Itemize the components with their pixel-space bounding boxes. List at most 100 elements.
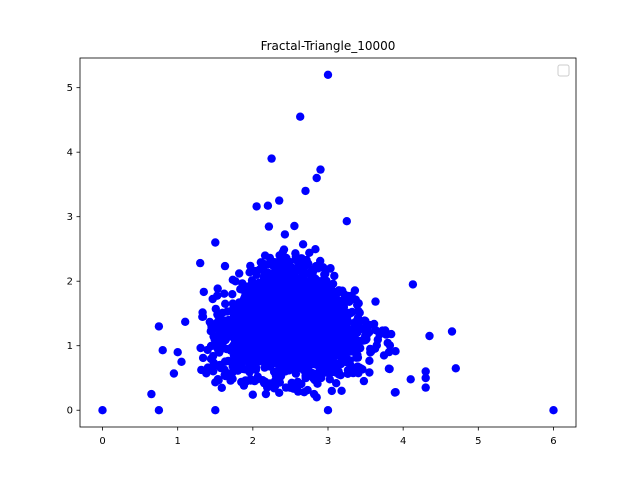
data-point <box>372 341 381 350</box>
data-point <box>310 375 319 385</box>
data-point <box>300 388 309 397</box>
data-point <box>238 348 247 358</box>
data-point <box>304 364 313 373</box>
data-point <box>406 375 415 384</box>
data-point <box>281 359 291 368</box>
data-point <box>239 281 248 290</box>
data-point <box>391 388 400 397</box>
data-point <box>212 343 221 352</box>
data-point <box>292 338 302 347</box>
data-point <box>361 331 370 340</box>
data-point <box>276 342 285 352</box>
x-tick-label: 6 <box>550 436 556 447</box>
data-point <box>326 264 335 273</box>
data-point <box>347 307 357 317</box>
data-point <box>425 331 434 341</box>
data-point <box>210 332 220 341</box>
data-point <box>223 324 232 333</box>
data-point <box>260 270 270 279</box>
data-point <box>316 165 325 174</box>
data-point <box>246 261 255 271</box>
data-points <box>98 70 558 415</box>
data-point <box>382 330 391 339</box>
data-point <box>298 240 308 249</box>
data-point <box>198 308 207 317</box>
data-point <box>421 367 430 376</box>
chart-title: Fractal-Triangle_10000 <box>261 39 396 53</box>
data-point <box>276 274 285 284</box>
data-point <box>331 307 341 316</box>
data-point <box>248 390 257 399</box>
data-point <box>244 363 253 372</box>
y-tick-label: 4 <box>67 148 73 159</box>
data-point <box>241 377 251 386</box>
data-point <box>214 376 223 385</box>
data-point <box>291 369 301 378</box>
data-point <box>158 346 167 355</box>
data-point <box>213 322 222 331</box>
data-point <box>385 341 395 350</box>
data-point <box>235 269 244 278</box>
data-point <box>323 70 333 80</box>
data-point <box>264 331 273 340</box>
data-point <box>255 265 264 274</box>
data-point <box>173 348 182 357</box>
data-point <box>263 379 272 388</box>
data-point <box>253 343 263 353</box>
x-tick-label: 4 <box>400 436 406 447</box>
data-point <box>303 355 313 364</box>
data-point <box>264 222 274 231</box>
data-point <box>267 154 276 163</box>
data-point <box>261 389 271 399</box>
data-point <box>230 315 239 324</box>
data-point <box>211 238 220 247</box>
data-point <box>206 354 216 364</box>
data-point <box>291 249 300 258</box>
data-point <box>154 406 164 415</box>
data-point <box>251 284 260 293</box>
data-point <box>252 332 261 341</box>
data-point <box>319 341 329 350</box>
data-point <box>231 363 241 373</box>
data-point <box>288 294 298 303</box>
data-point <box>337 386 346 395</box>
data-point <box>289 305 299 314</box>
data-point <box>391 347 400 356</box>
data-point <box>263 201 273 210</box>
data-point <box>154 322 164 331</box>
data-point <box>294 315 304 324</box>
data-point <box>177 357 186 366</box>
data-point <box>305 248 314 257</box>
data-point <box>303 279 312 289</box>
y-axis: 0 1 2 3 4 5 <box>67 83 80 417</box>
data-point <box>251 365 261 374</box>
data-point <box>332 379 341 388</box>
data-point <box>240 328 249 337</box>
data-point <box>354 369 363 378</box>
data-point <box>365 368 374 377</box>
data-point <box>312 393 321 402</box>
data-point <box>263 343 272 353</box>
data-point <box>275 282 284 292</box>
data-point <box>307 308 316 317</box>
data-point <box>337 354 346 363</box>
data-point <box>252 202 261 211</box>
data-point <box>385 364 394 374</box>
data-point <box>199 287 208 297</box>
data-point <box>325 375 334 384</box>
x-tick-label: 5 <box>475 436 481 447</box>
data-point <box>296 112 305 121</box>
data-point <box>275 356 284 365</box>
data-point <box>336 329 346 338</box>
data-point <box>276 371 286 381</box>
data-point <box>329 326 339 335</box>
data-point <box>255 357 265 366</box>
data-point <box>371 297 380 306</box>
data-point <box>351 295 360 304</box>
data-point <box>330 271 339 281</box>
data-point <box>451 364 460 373</box>
data-point <box>447 327 457 336</box>
data-point <box>196 343 205 353</box>
data-point <box>259 285 268 295</box>
